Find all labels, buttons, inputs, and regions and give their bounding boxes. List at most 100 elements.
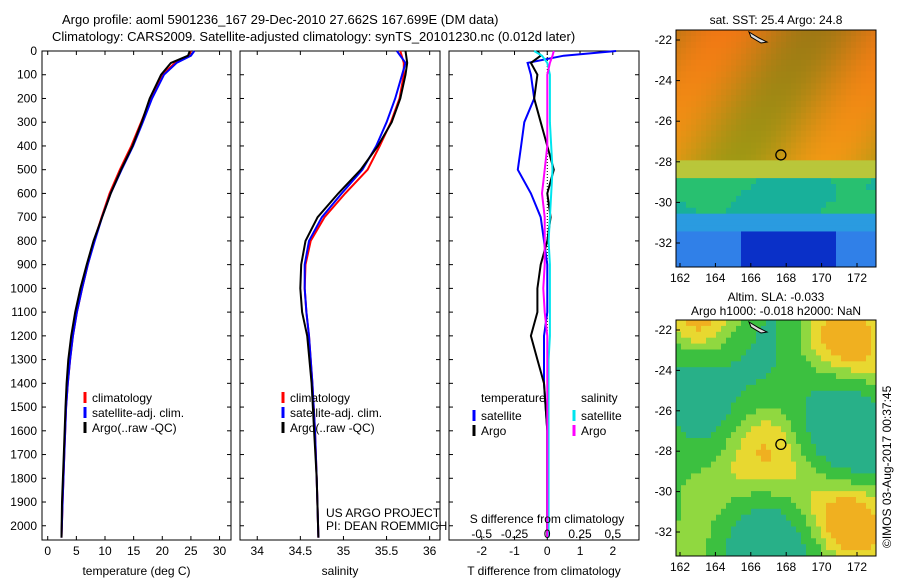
map-cell	[771, 130, 777, 138]
map-cell	[731, 65, 737, 72]
map-cell	[801, 467, 807, 474]
map-cell	[766, 373, 772, 380]
map-cell	[746, 497, 752, 504]
map-cell	[816, 112, 822, 120]
map-cell	[791, 89, 797, 96]
map-cell	[771, 538, 777, 545]
map-cell	[721, 373, 727, 380]
map-cell	[771, 124, 777, 132]
map-cell	[866, 47, 872, 55]
map-cell	[796, 65, 802, 72]
map-cell	[736, 526, 742, 533]
map-cell	[846, 41, 852, 49]
map-cell	[831, 355, 837, 362]
map-cell	[811, 396, 817, 404]
map-cell	[846, 83, 852, 90]
map-cell	[736, 532, 742, 539]
map-cell	[836, 189, 842, 197]
map-cell	[741, 337, 747, 345]
map-cell	[841, 485, 847, 492]
map-cell	[756, 467, 762, 474]
map-cell	[711, 461, 717, 468]
map-cell	[716, 550, 722, 557]
map-cell	[711, 432, 717, 439]
map-cell	[831, 426, 837, 433]
map-cell	[701, 89, 707, 96]
map-cell	[736, 255, 742, 262]
map-cell	[701, 124, 707, 132]
map-cell	[806, 473, 812, 480]
map-cell	[756, 461, 762, 468]
map-cell	[831, 349, 837, 356]
map-cell	[836, 101, 842, 108]
map-cell	[681, 184, 687, 191]
map-cell	[696, 112, 702, 120]
map-cell	[816, 526, 822, 533]
map-cell	[861, 532, 867, 539]
map-cell	[846, 426, 852, 433]
map-cell	[766, 455, 772, 463]
map-cell	[721, 485, 727, 492]
map-cell	[806, 420, 812, 427]
map-cell	[866, 201, 872, 209]
map-cell	[726, 443, 732, 451]
map-cell	[781, 166, 787, 173]
map-cell	[791, 408, 797, 415]
map-cell	[861, 172, 867, 179]
map-cell	[686, 77, 692, 84]
map-cell	[816, 77, 822, 84]
map-cell	[811, 207, 817, 215]
map-cell	[676, 384, 682, 392]
map-cell	[711, 414, 717, 421]
map-cell	[801, 95, 807, 102]
map-cell	[821, 95, 827, 102]
map-cell	[841, 532, 847, 539]
map-cell	[761, 231, 767, 238]
map-cell	[771, 367, 777, 374]
map-cell	[766, 532, 772, 539]
map-cell	[766, 65, 772, 72]
map-cell	[791, 355, 797, 362]
map-cell	[786, 508, 792, 516]
map-cell	[836, 130, 842, 138]
map-cell	[866, 35, 872, 43]
map-cell	[796, 172, 802, 179]
map-cell	[806, 89, 812, 96]
map-cell	[791, 124, 797, 132]
map-cell	[776, 124, 782, 132]
map-cell	[756, 455, 762, 463]
map-cell	[756, 502, 762, 510]
map-cell	[836, 53, 842, 61]
map-cell	[746, 195, 752, 203]
map-cell	[726, 47, 732, 55]
map-cell	[796, 443, 802, 451]
map-cell	[681, 526, 687, 533]
map-cell	[811, 30, 817, 37]
map-cell	[711, 118, 717, 126]
map-cell	[721, 396, 727, 404]
map-cell	[861, 77, 867, 84]
map-cell	[846, 320, 852, 327]
map-cell	[746, 124, 752, 132]
map-cell	[871, 379, 877, 386]
map-cell	[866, 178, 872, 185]
map-cell	[771, 237, 777, 244]
map-cell	[776, 497, 782, 504]
map-cell	[766, 201, 772, 209]
map-cell	[721, 83, 727, 90]
map-cell	[716, 538, 722, 545]
map-cell	[811, 485, 817, 492]
map-cell	[741, 396, 747, 404]
map-cell	[691, 491, 697, 498]
map-cell	[776, 538, 782, 545]
map-cell	[841, 367, 847, 374]
map-cell	[681, 243, 687, 250]
map-cell	[796, 361, 802, 368]
map-cell	[871, 207, 877, 215]
map-cell	[731, 243, 737, 250]
map-cell	[851, 414, 857, 421]
map-cell	[806, 142, 812, 149]
map-cell	[711, 502, 717, 510]
map-cell	[771, 71, 777, 78]
map-cell	[726, 89, 732, 96]
